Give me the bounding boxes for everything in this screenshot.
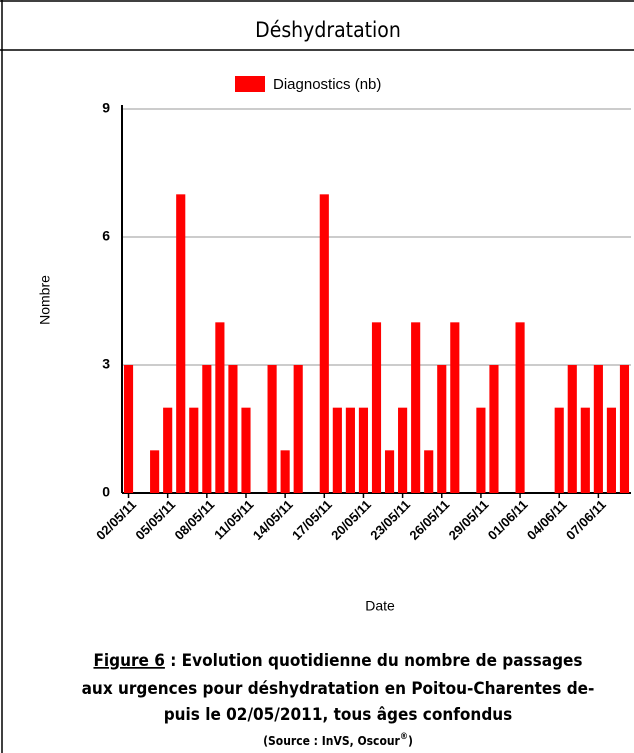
- bar: [489, 365, 499, 493]
- x-axis-title: Date: [365, 598, 395, 614]
- bar: [411, 322, 421, 493]
- bar: [163, 407, 173, 493]
- y-tick-label: 3: [102, 356, 110, 372]
- caption-line: Figure 6 : Evolution quotidienne du nomb…: [93, 651, 582, 671]
- bar: [280, 450, 290, 493]
- legend-label: Diagnostics (nb): [273, 76, 381, 93]
- bar: [228, 365, 238, 493]
- x-tick-label: 02/05/11: [93, 497, 139, 543]
- y-tick-label: 9: [102, 100, 110, 116]
- caption-line: aux urgences pour déshydratation en Poit…: [82, 679, 595, 699]
- caption-source: (Source : InVS, Oscour®): [263, 732, 413, 748]
- legend-swatch: [235, 76, 265, 92]
- bar: [150, 450, 160, 493]
- bar: [593, 365, 603, 493]
- bar: [619, 365, 630, 493]
- source-text: (Source : InVS, Oscour: [263, 734, 400, 748]
- bar: [437, 365, 447, 493]
- bar: [476, 407, 486, 493]
- bar: [371, 322, 382, 493]
- y-tick-label: 0: [102, 484, 110, 500]
- source-end: ): [408, 734, 413, 748]
- x-tick-label: 11/05/11: [211, 497, 256, 542]
- x-tick-label: 23/05/11: [367, 497, 413, 543]
- chart-title: Déshydratation: [255, 18, 401, 42]
- bar: [202, 365, 212, 493]
- bar: [358, 407, 369, 493]
- bar: [554, 407, 564, 493]
- x-tick-label: 14/05/11: [250, 497, 296, 543]
- bar: [189, 407, 199, 493]
- x-tick-label: 01/06/11: [485, 497, 531, 543]
- bar: [123, 365, 134, 493]
- x-tick-label: 05/05/11: [132, 497, 178, 543]
- bar: [606, 407, 616, 493]
- caption-line: puis le 02/05/2011, tous âges confondus: [164, 705, 513, 725]
- bar: [580, 407, 590, 493]
- y-tick-label: 6: [102, 228, 110, 244]
- bar: [293, 365, 303, 493]
- x-tick-label: 04/06/11: [524, 497, 570, 543]
- source-mark: ®: [400, 732, 408, 742]
- bar: [384, 450, 395, 493]
- bar: [332, 407, 342, 493]
- bar: [567, 365, 577, 493]
- x-tick-label: 07/06/11: [563, 497, 609, 543]
- bar: [345, 407, 355, 493]
- x-tick-label: 17/05/11: [289, 497, 335, 543]
- x-tick-label: 20/05/11: [328, 497, 374, 543]
- bar: [319, 194, 329, 494]
- y-axis-title: Nombre: [37, 275, 53, 325]
- bar: [267, 365, 277, 493]
- bar: [241, 407, 251, 493]
- bar: [450, 322, 460, 493]
- bar: [424, 450, 434, 493]
- bar: [515, 322, 525, 493]
- bar: [215, 322, 225, 493]
- x-tick-label: 08/05/11: [172, 497, 218, 543]
- x-tick-label: 29/05/11: [446, 497, 492, 543]
- caption-text: : Evolution quotidienne du nombre de pas…: [165, 651, 583, 671]
- figure-label: Figure 6: [93, 651, 164, 671]
- bar: [176, 194, 186, 494]
- bar: [398, 407, 408, 493]
- x-tick-label: 26/05/11: [406, 497, 452, 543]
